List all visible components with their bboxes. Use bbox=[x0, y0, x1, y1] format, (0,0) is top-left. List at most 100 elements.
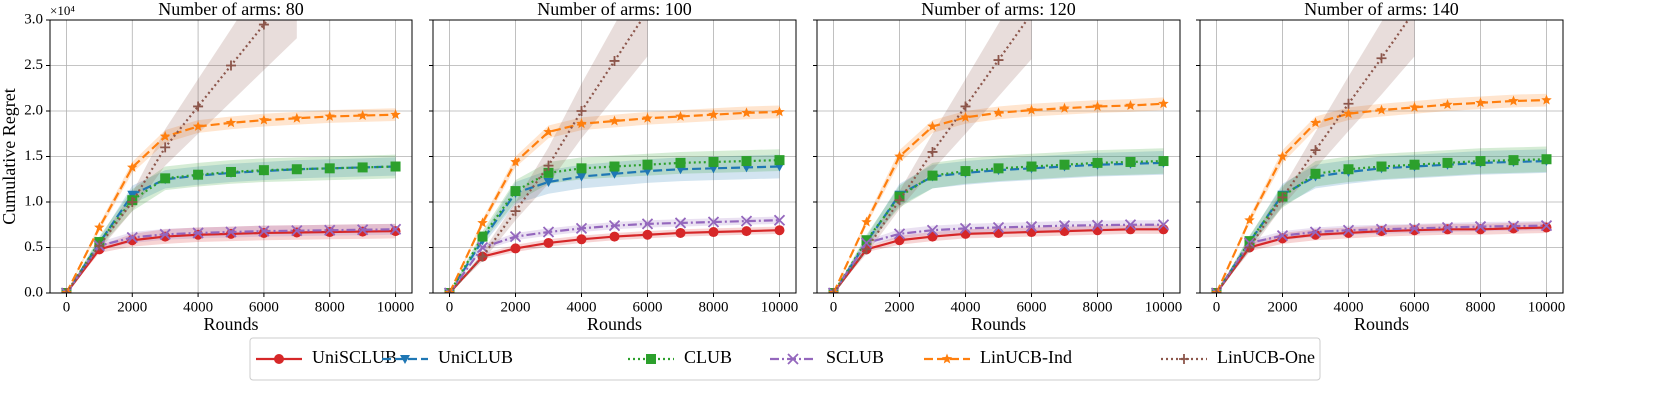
legend-label: LinUCB-One bbox=[1217, 347, 1315, 367]
x-tick-label: 6000 bbox=[1400, 299, 1430, 315]
data-point bbox=[576, 234, 587, 245]
axes-frame bbox=[1199, 19, 1564, 294]
data-point bbox=[675, 157, 686, 168]
legend-box bbox=[249, 337, 1321, 381]
data-point bbox=[1158, 156, 1169, 167]
data-point bbox=[1442, 157, 1453, 168]
x-tick-label: 6000 bbox=[1017, 299, 1047, 315]
y-tick-label: 3.0 bbox=[24, 11, 43, 27]
data-point bbox=[226, 60, 236, 71]
data-point bbox=[1442, 99, 1453, 110]
data-point bbox=[960, 101, 971, 112]
data-point bbox=[1541, 154, 1552, 165]
data-point bbox=[708, 156, 719, 167]
data-point bbox=[1025, 220, 1038, 233]
plot-area bbox=[1210, 20, 1553, 293]
data-point bbox=[1376, 53, 1387, 64]
data-point bbox=[225, 117, 237, 128]
data-point bbox=[1092, 225, 1103, 236]
error-band bbox=[66, 157, 396, 293]
data-point bbox=[127, 161, 138, 172]
x-tick-label: 0 bbox=[1213, 299, 1221, 315]
data-point bbox=[1026, 161, 1037, 172]
data-point bbox=[1310, 168, 1321, 179]
data-point bbox=[390, 161, 401, 172]
data-point bbox=[1310, 117, 1321, 128]
error-band bbox=[833, 97, 1164, 293]
data-point bbox=[675, 227, 686, 238]
data-point bbox=[1442, 224, 1453, 235]
data-point bbox=[860, 237, 873, 249]
legend-marker bbox=[1179, 354, 1189, 364]
data-point bbox=[1244, 236, 1255, 247]
x-tick-label: 8000 bbox=[1083, 299, 1113, 315]
panel-title: Number of arms: 100 bbox=[537, 0, 691, 19]
data-point bbox=[444, 288, 455, 293]
error-band bbox=[66, 223, 396, 293]
data-point bbox=[258, 114, 270, 125]
data-point bbox=[291, 225, 303, 237]
y-tick-label: 2.0 bbox=[24, 102, 43, 118]
data-point bbox=[543, 237, 554, 248]
data-point bbox=[1508, 95, 1519, 106]
data-point bbox=[1343, 164, 1354, 175]
data-point bbox=[609, 231, 620, 242]
error-band bbox=[66, 223, 396, 293]
data-point bbox=[993, 107, 1004, 118]
data-point bbox=[741, 226, 752, 237]
error-band bbox=[66, 108, 396, 293]
legend-marker bbox=[646, 354, 656, 364]
data-point bbox=[1540, 220, 1553, 232]
data-point bbox=[543, 126, 554, 137]
legend-label: UniCLUB bbox=[438, 347, 513, 367]
data-point bbox=[674, 217, 687, 229]
panel-title: Number of arms: 80 bbox=[158, 0, 303, 19]
data-point bbox=[1375, 223, 1388, 235]
legend-marker bbox=[274, 354, 284, 364]
data-point bbox=[126, 231, 138, 244]
data-point bbox=[324, 227, 335, 238]
data-point bbox=[1541, 94, 1552, 105]
data-point bbox=[1441, 221, 1454, 234]
data-point bbox=[740, 215, 753, 227]
data-point bbox=[861, 244, 872, 255]
data-point bbox=[192, 120, 204, 131]
data-point bbox=[1409, 101, 1420, 112]
data-point bbox=[1475, 97, 1486, 108]
data-point bbox=[1026, 104, 1037, 115]
data-point bbox=[193, 101, 204, 112]
data-point bbox=[707, 216, 720, 228]
data-point bbox=[1124, 219, 1137, 231]
data-point bbox=[1409, 159, 1420, 170]
x-tick-label: 4000 bbox=[183, 299, 213, 315]
data-point bbox=[61, 288, 72, 293]
data-point bbox=[258, 20, 269, 30]
data-point bbox=[1059, 226, 1070, 237]
data-point bbox=[861, 216, 872, 227]
data-point bbox=[960, 166, 971, 177]
data-point bbox=[94, 240, 105, 251]
x-tick-label: 2000 bbox=[885, 299, 915, 315]
x-tick-label: 0 bbox=[63, 299, 71, 315]
data-point bbox=[959, 222, 972, 235]
data-point bbox=[927, 146, 938, 157]
data-point bbox=[1507, 220, 1520, 232]
x-tick-label: 4000 bbox=[567, 299, 597, 315]
data-point bbox=[927, 120, 938, 131]
data-point bbox=[357, 226, 368, 237]
data-point bbox=[1125, 100, 1136, 110]
error-band bbox=[449, 226, 780, 293]
data-point bbox=[641, 218, 654, 230]
data-point bbox=[1244, 242, 1255, 253]
x-tick-label: 8000 bbox=[1466, 299, 1496, 315]
data-point bbox=[960, 228, 971, 239]
error-band bbox=[1216, 146, 1547, 293]
data-point bbox=[1342, 224, 1355, 236]
error-band bbox=[1216, 222, 1547, 293]
data-point bbox=[1310, 145, 1321, 156]
data-point bbox=[861, 235, 872, 246]
data-point bbox=[1541, 222, 1552, 233]
axes-frame bbox=[49, 19, 413, 294]
error-band bbox=[449, 105, 780, 293]
